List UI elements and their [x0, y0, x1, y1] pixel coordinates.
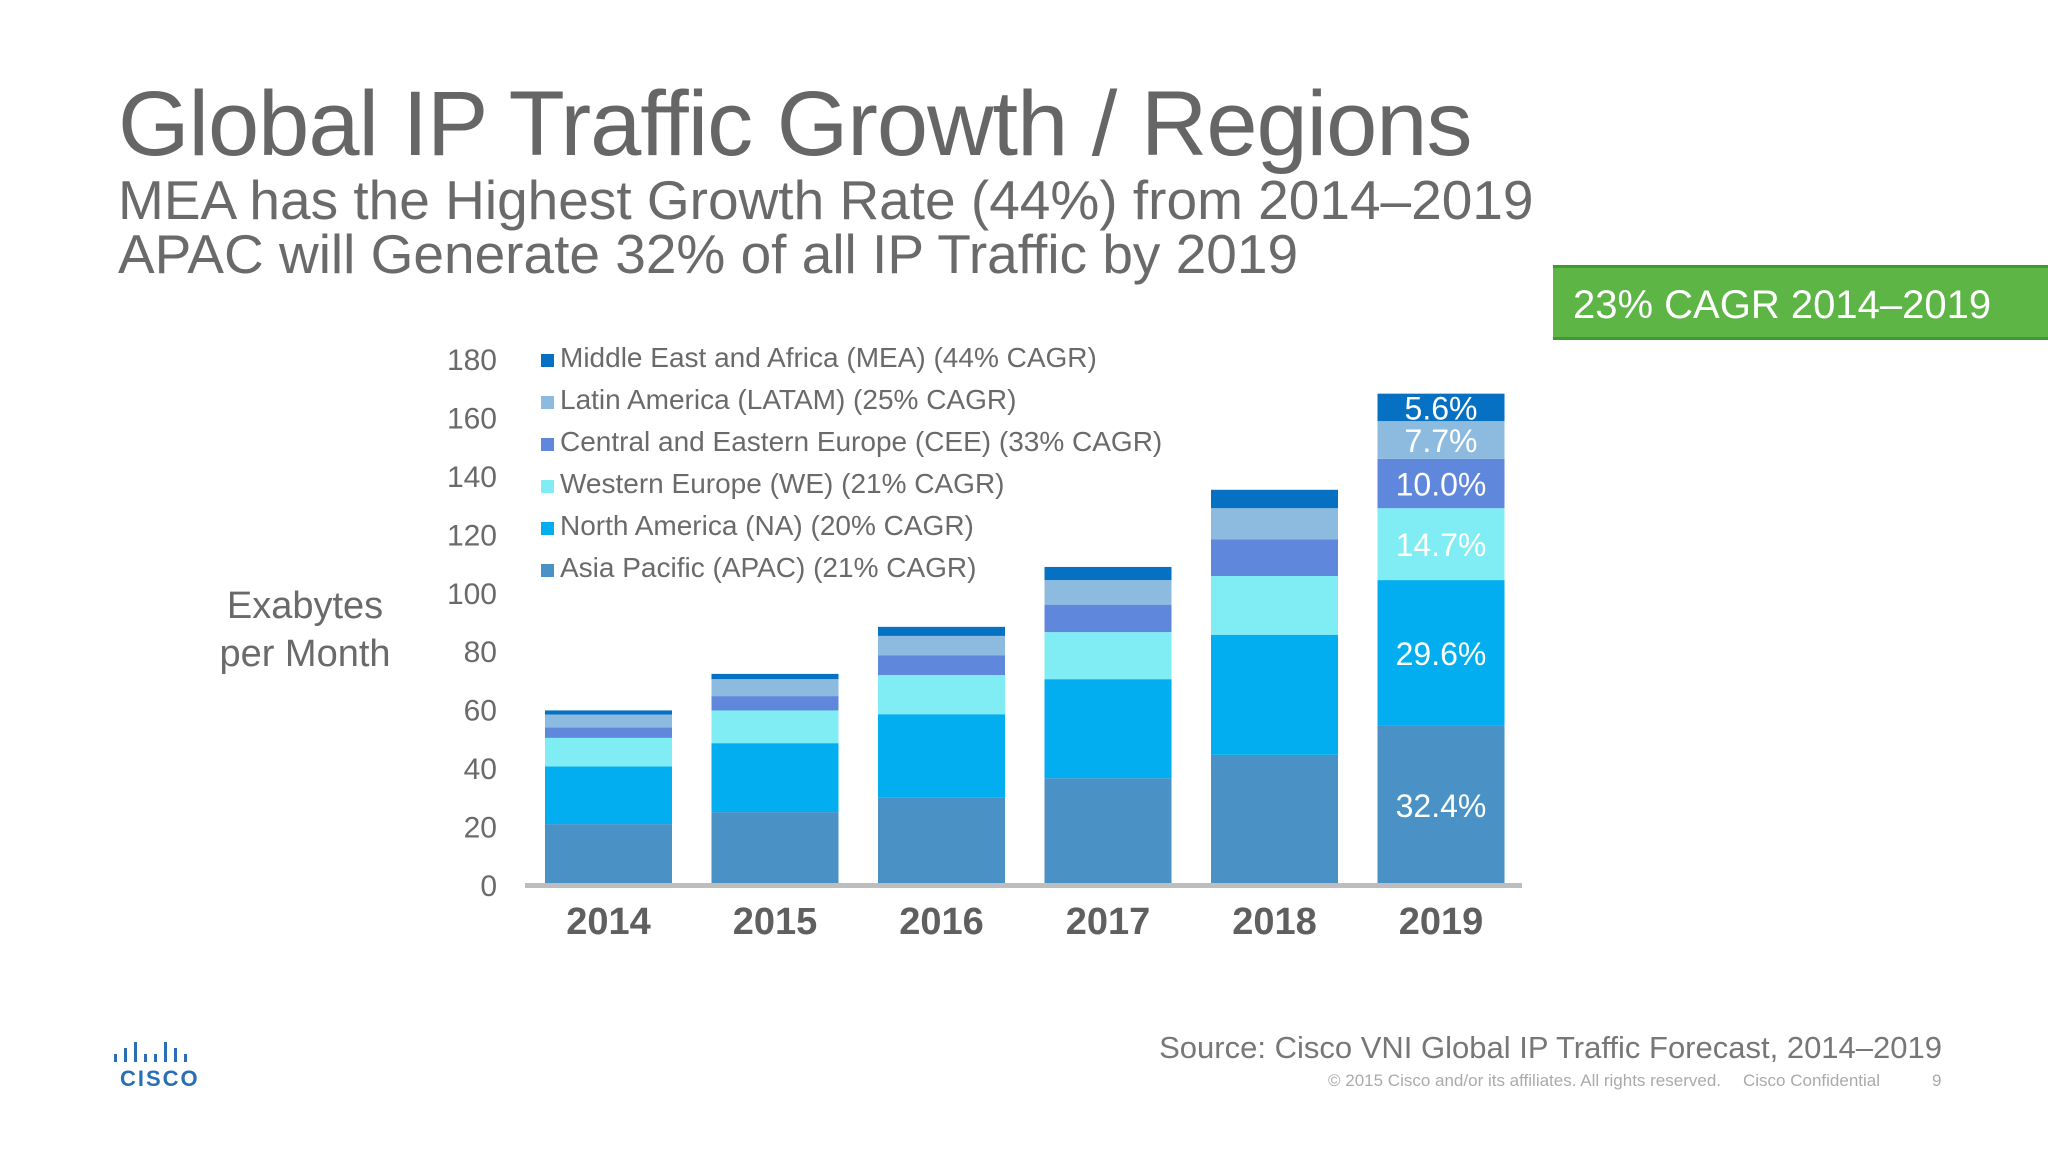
bar-segment — [878, 655, 1005, 676]
bar-segment — [711, 710, 839, 744]
bar-segment — [878, 626, 1005, 636]
bar-segment — [878, 635, 1005, 656]
bar-segment — [1211, 508, 1338, 540]
bar-segment — [1211, 489, 1338, 509]
bar-segment — [1044, 778, 1172, 884]
share-label: 29.6% — [1396, 636, 1487, 672]
bar-segment — [1044, 566, 1172, 581]
x-tick-label: 2016 — [899, 901, 984, 943]
bar-segment — [711, 673, 839, 680]
slide-subtitle-2: APAC will Generate 32% of all IP Traffic… — [118, 223, 1299, 285]
bar-segment — [1377, 580, 1505, 726]
x-tick-label: 2019 — [1399, 901, 1484, 943]
legend-swatch — [541, 564, 554, 577]
y-tick-label: 40 — [464, 753, 497, 786]
legend-swatch — [541, 438, 554, 451]
x-axis-line — [525, 883, 1522, 888]
legend-label: Middle East and Africa (MEA) (44% CAGR) — [560, 342, 1097, 373]
bar-segment — [711, 696, 839, 711]
y-tick-label: 120 — [447, 519, 497, 552]
y-tick-label: 160 — [447, 402, 497, 435]
legend-swatch — [541, 522, 554, 535]
bar-segment — [545, 727, 672, 738]
bar-segment — [711, 812, 839, 884]
bar-segment — [545, 737, 672, 767]
y-tick-label: 60 — [464, 695, 497, 728]
y-tick-label: 180 — [447, 344, 497, 377]
x-tick-label: 2014 — [566, 901, 651, 943]
x-tick-label: 2015 — [733, 901, 818, 943]
share-label: 32.4% — [1396, 788, 1487, 824]
bar-segment — [545, 766, 672, 825]
bar-segment — [1044, 604, 1172, 633]
bar-segment — [545, 714, 672, 728]
bar-segment — [1377, 393, 1505, 422]
bar-segment — [545, 824, 672, 884]
bar-segment — [1211, 575, 1338, 635]
bar-segment — [1211, 634, 1338, 755]
bar-segment — [1377, 508, 1505, 581]
bar-segment — [1377, 421, 1505, 459]
bar-segment — [545, 710, 672, 715]
legend-label: North America (NA) (20% CAGR) — [560, 510, 974, 541]
share-label: 10.0% — [1396, 467, 1487, 503]
copyright: © 2015 Cisco and/or its affiliates. All … — [1328, 1071, 1722, 1090]
y-tick-label: 100 — [447, 578, 497, 611]
legend-swatch — [541, 354, 554, 367]
bar-segment — [711, 743, 839, 813]
bar-segment — [878, 675, 1005, 715]
legend-label: Asia Pacific (APAC) (21% CAGR) — [560, 552, 976, 583]
bar-segment — [1211, 754, 1338, 884]
bar-segment — [1044, 679, 1172, 779]
bar-segment — [1044, 580, 1172, 605]
y-axis-label: Exabytes per Month — [219, 585, 391, 675]
share-label: 5.6% — [1405, 390, 1478, 426]
slide-title: Global IP Traffic Growth / Regions — [118, 73, 1472, 175]
share-label: 14.7% — [1396, 527, 1487, 563]
share-label: 7.7% — [1405, 423, 1478, 459]
y-tick-label: 20 — [464, 812, 497, 845]
legend-label: Western Europe (WE) (21% CAGR) — [560, 468, 1005, 499]
cagr-badge: 23% CAGR 2014–2019 — [1553, 265, 2048, 340]
slide-subtitle-1: MEA has the Highest Growth Rate (44%) fr… — [118, 169, 1534, 231]
x-tick-label: 2017 — [1066, 901, 1151, 943]
bar-segment — [878, 714, 1005, 798]
bar-segment — [711, 679, 839, 697]
legend-label: Latin America (LATAM) (25% CAGR) — [560, 384, 1016, 415]
legend-swatch — [541, 396, 554, 409]
legend-swatch — [541, 480, 554, 493]
page-number: 9 — [1932, 1071, 1942, 1090]
source-note: Source: Cisco VNI Global IP Traffic Fore… — [1159, 1030, 1942, 1065]
bar-segment — [1211, 539, 1338, 576]
cisco-logo-text: CISCO — [120, 1066, 200, 1091]
bar-segment — [878, 797, 1005, 884]
bar-segment — [1377, 458, 1505, 509]
x-tick-label: 2018 — [1232, 901, 1317, 943]
y-tick-label: 0 — [480, 870, 497, 903]
bar-segment — [1044, 632, 1172, 680]
y-tick-label: 140 — [447, 461, 497, 494]
bar-segment — [1377, 725, 1505, 884]
y-tick-label: 80 — [464, 636, 497, 669]
cisco-logo-icon — [114, 1042, 187, 1062]
legend-label: Central and Eastern Europe (CEE) (33% CA… — [560, 426, 1162, 457]
confidential-label: Cisco Confidential — [1743, 1071, 1881, 1090]
